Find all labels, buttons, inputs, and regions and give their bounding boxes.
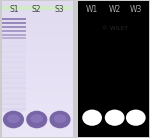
Bar xyxy=(2,83,26,85)
Bar xyxy=(2,80,26,81)
Bar xyxy=(2,97,26,99)
Text: S1: S1 xyxy=(9,5,19,14)
Bar xyxy=(2,30,26,32)
Bar xyxy=(2,69,26,70)
Bar xyxy=(2,62,26,64)
Bar xyxy=(2,34,26,36)
Bar xyxy=(2,51,26,53)
Bar xyxy=(2,86,26,87)
Bar xyxy=(2,95,26,96)
Bar xyxy=(2,61,26,63)
Bar xyxy=(2,90,26,91)
Ellipse shape xyxy=(105,110,124,126)
Bar xyxy=(2,106,26,107)
Bar xyxy=(2,82,26,84)
Bar xyxy=(2,39,26,40)
Text: S3: S3 xyxy=(54,5,64,14)
Bar xyxy=(2,103,26,105)
Bar xyxy=(2,81,26,83)
Bar xyxy=(2,56,26,58)
Bar xyxy=(2,6,72,10)
Bar xyxy=(2,66,26,68)
Bar xyxy=(2,38,26,39)
Bar xyxy=(2,96,26,97)
Bar xyxy=(2,57,26,59)
Ellipse shape xyxy=(3,111,24,128)
Ellipse shape xyxy=(126,110,146,126)
Bar xyxy=(2,54,26,55)
Bar xyxy=(2,99,26,101)
Bar xyxy=(2,77,26,79)
Bar xyxy=(2,107,26,109)
Bar xyxy=(2,85,26,86)
Text: W3: W3 xyxy=(130,5,142,14)
Bar xyxy=(2,60,26,62)
Bar xyxy=(2,55,26,57)
Bar xyxy=(2,76,26,78)
Bar xyxy=(2,102,26,104)
Bar xyxy=(2,101,26,102)
Bar xyxy=(2,91,26,92)
Text: S2: S2 xyxy=(32,5,42,14)
Bar xyxy=(2,65,26,67)
Bar xyxy=(2,109,26,111)
Bar xyxy=(2,79,26,80)
Bar xyxy=(2,71,26,73)
Bar xyxy=(2,64,26,65)
Ellipse shape xyxy=(82,110,102,126)
Bar xyxy=(2,18,26,20)
Bar xyxy=(2,46,26,48)
Bar xyxy=(2,59,26,60)
Bar xyxy=(2,22,26,24)
Ellipse shape xyxy=(7,114,20,123)
Text: © WILEY: © WILEY xyxy=(102,26,128,31)
Bar xyxy=(2,49,26,50)
Bar xyxy=(2,50,26,52)
Bar xyxy=(2,111,26,112)
Bar xyxy=(2,67,26,69)
Bar xyxy=(2,37,26,39)
Bar xyxy=(2,108,26,110)
Bar xyxy=(2,26,26,28)
Bar xyxy=(2,75,26,76)
Bar xyxy=(2,93,26,95)
Bar xyxy=(2,40,26,42)
Bar xyxy=(2,70,26,71)
Ellipse shape xyxy=(26,111,47,128)
Ellipse shape xyxy=(50,111,71,128)
Bar xyxy=(2,44,26,45)
Bar xyxy=(2,87,26,89)
Ellipse shape xyxy=(54,114,66,123)
Bar xyxy=(2,74,26,75)
Bar xyxy=(2,43,26,44)
Bar xyxy=(2,41,26,43)
Bar xyxy=(2,88,26,90)
Bar xyxy=(2,92,26,94)
Bar xyxy=(2,45,26,47)
Bar xyxy=(2,72,26,74)
Text: W1: W1 xyxy=(86,5,98,14)
Ellipse shape xyxy=(30,114,43,123)
Bar xyxy=(2,104,26,106)
Bar xyxy=(2,47,26,49)
Bar xyxy=(2,52,26,54)
Text: W2: W2 xyxy=(109,5,121,14)
Bar xyxy=(2,98,26,100)
